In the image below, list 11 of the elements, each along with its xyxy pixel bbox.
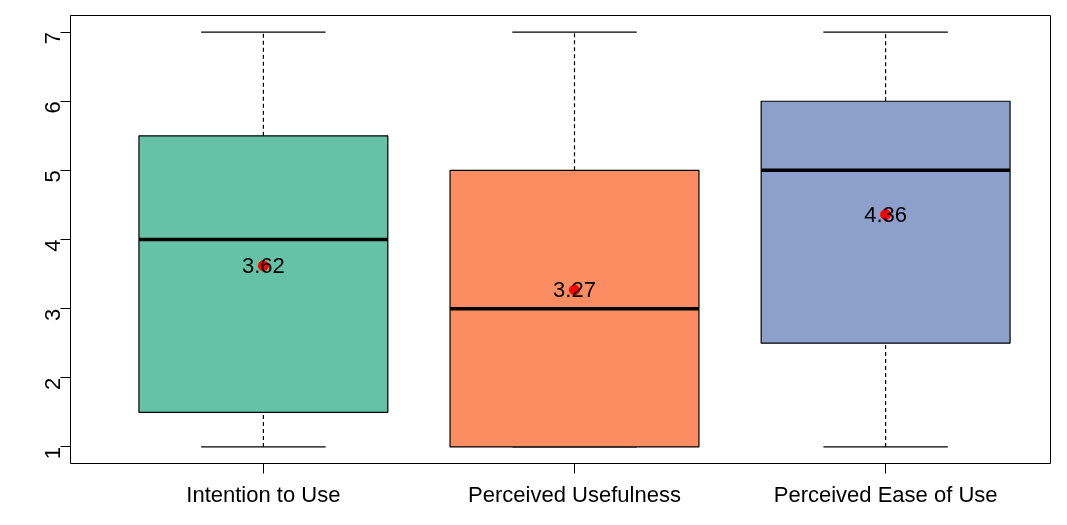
y-tick-label: 5 (40, 170, 65, 183)
x-tick-label: Intention to Use (186, 481, 341, 507)
y-tick-label: 6 (40, 101, 65, 114)
y-tick-label: 1 (40, 446, 65, 460)
y-tick-label: 4 (40, 239, 65, 252)
x-tick-label: Perceived Ease of Use (773, 481, 998, 507)
y-tick-label: 2 (40, 377, 65, 391)
y-tick-label: 3 (40, 308, 65, 321)
data-label: 3.27 (553, 277, 596, 303)
y-tick-label: 7 (40, 32, 65, 45)
x-tick-label: Perceived Usefulness (468, 481, 681, 507)
